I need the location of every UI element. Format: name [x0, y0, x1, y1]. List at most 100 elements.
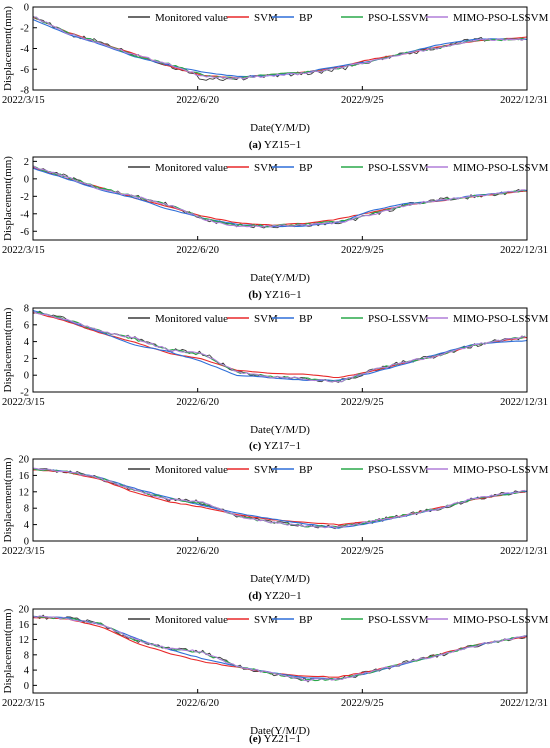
- y-tick-label: 8: [24, 504, 29, 515]
- x-tick-label: 2022/6/20: [176, 546, 219, 557]
- series-line-bp: [32, 167, 528, 228]
- legend-label: MIMO-PSO-LSSVM: [453, 464, 549, 476]
- panel-caption: (c) YZ17−1: [249, 440, 301, 452]
- y-axis-label: Displacement(mm): [2, 6, 14, 91]
- x-tick-label: 2022/9/25: [341, 95, 384, 106]
- x-axis-label: Date(Y/M/D): [250, 725, 310, 737]
- x-tick-label: 2022/3/15: [2, 546, 45, 557]
- legend-label: MIMO-PSO-LSSVM: [453, 313, 549, 325]
- x-tick-label: 2022/12/31: [500, 95, 548, 106]
- series-line-monitored-value: [32, 16, 526, 81]
- legend-label: SVM: [254, 614, 278, 626]
- panel-caption-name: YZ15−1: [262, 139, 302, 151]
- series-line-bp: [32, 18, 528, 78]
- x-tick-label: 2022/3/15: [2, 397, 45, 408]
- y-tick-label: 4: [24, 666, 30, 677]
- series-line-monitored-value: [32, 614, 526, 683]
- panel-caption-letter: (d): [248, 590, 262, 602]
- series-line-mimo-pso-lssvm: [32, 467, 526, 529]
- x-tick-label: 2022/9/25: [341, 698, 384, 709]
- panel-caption: (e) YZ21−1: [249, 733, 301, 745]
- series-line-pso-lssvm: [32, 165, 526, 228]
- legend-label: Monitored value: [155, 313, 228, 325]
- x-tick-label: 2022/12/31: [500, 245, 548, 256]
- y-axis-label: Displacement(mm): [2, 608, 14, 693]
- series-line-svm: [32, 16, 528, 79]
- x-tick-label: 2022/6/20: [176, 397, 219, 408]
- legend-label: MIMO-PSO-LSSVM: [453, 12, 549, 24]
- panel-caption-name: YZ16−1: [262, 289, 302, 301]
- legend-label: PSO-LSSVM: [368, 162, 429, 174]
- x-tick-label: 2022/12/31: [500, 397, 548, 408]
- x-tick-label: 2022/12/31: [500, 546, 548, 557]
- legend-label: PSO-LSSVM: [368, 614, 429, 626]
- y-tick-label: 4: [24, 337, 30, 348]
- y-axis-label: Displacement(mm): [2, 457, 14, 542]
- panel-caption-name: YZ20−1: [262, 590, 302, 602]
- legend-label: PSO-LSSVM: [368, 464, 429, 476]
- x-tick-label: 2022/12/31: [500, 698, 548, 709]
- chart-panel-2: -6 -4 -2 0 2 2022/3/15 2022/6/20 2022/9/25 2022/…: [2, 156, 549, 301]
- y-tick-label: 16: [19, 620, 30, 631]
- legend-label: BP: [299, 464, 312, 476]
- legend-label: Monitored value: [155, 464, 228, 476]
- y-tick-label: 12: [19, 635, 30, 646]
- y-axis-label: Displacement(mm): [2, 307, 14, 392]
- series-line-mimo-pso-lssvm: [32, 310, 526, 383]
- x-axis-label: Date(Y/M/D): [250, 424, 310, 436]
- y-axis-label: Displacement(mm): [2, 156, 14, 241]
- y-tick-label: -4: [20, 44, 29, 55]
- series-line-mimo-pso-lssvm: [32, 165, 526, 228]
- x-axis-label: Date(Y/M/D): [250, 573, 310, 585]
- chart-panel-3: -2 0 2 4 6 8 2022/3/15 2022/6/20 2022/9/25 2022/1…: [2, 304, 549, 453]
- x-tick-label: 2022/3/15: [2, 95, 45, 106]
- y-tick-label: -8: [20, 86, 29, 97]
- plot-frame: [32, 458, 528, 542]
- legend-label: PSO-LSSVM: [368, 12, 429, 24]
- panel-caption: (a) YZ15−1: [249, 139, 302, 151]
- plot-frame: [32, 307, 528, 393]
- series-line-pso-lssvm: [32, 15, 526, 80]
- y-tick-label: 20: [19, 605, 30, 616]
- plot-frame: [32, 608, 528, 694]
- panel-caption-name: YZ21−1: [261, 733, 301, 745]
- series-line-pso-lssvm: [32, 310, 526, 383]
- legend-label: PSO-LSSVM: [368, 313, 429, 325]
- panel-caption-letter: (a): [249, 139, 262, 151]
- legend-label: SVM: [254, 162, 278, 174]
- legend-label: SVM: [254, 12, 278, 24]
- x-tick-label: 2022/6/20: [176, 95, 219, 106]
- x-tick-label: 2022/6/20: [176, 698, 219, 709]
- x-tick-label: 2022/9/25: [341, 245, 384, 256]
- x-tick-label: 2022/3/15: [2, 698, 45, 709]
- panel-caption-letter: (c): [249, 440, 262, 452]
- legend-label: SVM: [254, 464, 278, 476]
- plot-frame: [32, 156, 528, 241]
- y-tick-label: 6: [24, 320, 29, 331]
- series-line-svm: [32, 469, 528, 526]
- y-tick-label: 20: [19, 455, 30, 466]
- series-line-mimo-pso-lssvm: [33, 16, 526, 80]
- y-tick-label: 0: [24, 681, 29, 692]
- x-tick-label: 2022/6/20: [176, 245, 219, 256]
- y-tick-label: -2: [20, 192, 29, 203]
- panel-caption-letter: (e): [249, 733, 262, 745]
- panel-caption-letter: (b): [248, 289, 262, 301]
- y-tick-label: -2: [20, 388, 29, 399]
- y-tick-label: 12: [19, 487, 30, 498]
- x-axis-label: Date(Y/M/D): [250, 122, 310, 134]
- y-tick-label: 2: [24, 354, 29, 365]
- x-tick-label: 2022/9/25: [341, 546, 384, 557]
- y-tick-label: 0: [24, 3, 29, 14]
- series-line-svm: [32, 166, 528, 226]
- y-tick-label: 4: [24, 520, 30, 531]
- x-tick-label: 2022/3/15: [2, 245, 45, 256]
- y-tick-label: 0: [24, 174, 29, 185]
- y-tick-label: -6: [20, 227, 29, 238]
- legend-label: MIMO-PSO-LSSVM: [453, 614, 549, 626]
- y-tick-label: 8: [24, 304, 29, 315]
- series-line-monitored-value: [32, 166, 526, 229]
- series-line-bp: [32, 467, 528, 529]
- legend-label: Monitored value: [155, 12, 228, 24]
